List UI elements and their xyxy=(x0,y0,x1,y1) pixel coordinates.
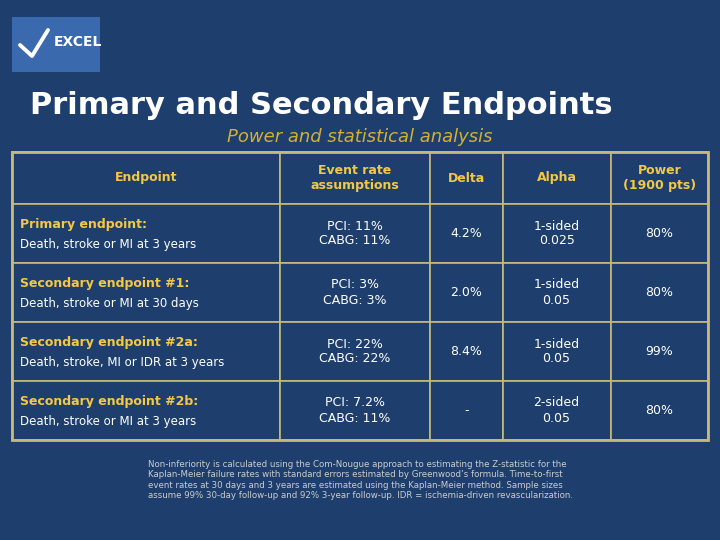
Bar xyxy=(12,204,280,263)
Bar xyxy=(503,322,611,381)
Bar xyxy=(503,152,611,204)
Text: 99%: 99% xyxy=(645,345,673,358)
Bar xyxy=(12,152,280,204)
Text: 80%: 80% xyxy=(645,286,673,299)
Bar xyxy=(12,381,280,440)
Bar xyxy=(280,322,430,381)
Bar xyxy=(430,381,503,440)
Text: Event rate
assumptions: Event rate assumptions xyxy=(310,164,399,192)
Bar xyxy=(280,152,430,204)
Bar xyxy=(503,381,611,440)
Text: Power
(1900 pts): Power (1900 pts) xyxy=(623,164,696,192)
Text: 8.4%: 8.4% xyxy=(450,345,482,358)
Text: 4.2%: 4.2% xyxy=(450,227,482,240)
Text: Primary endpoint:: Primary endpoint: xyxy=(20,218,147,231)
Text: PCI: 22%
CABG: 22%: PCI: 22% CABG: 22% xyxy=(319,338,390,366)
Text: 80%: 80% xyxy=(645,227,673,240)
Bar xyxy=(430,152,503,204)
FancyBboxPatch shape xyxy=(12,17,100,72)
Bar xyxy=(503,204,611,263)
Text: Death, stroke, MI or IDR at 3 years: Death, stroke, MI or IDR at 3 years xyxy=(20,356,225,369)
Text: 1-sided
0.05: 1-sided 0.05 xyxy=(534,279,580,307)
Bar xyxy=(430,263,503,322)
Bar xyxy=(12,263,280,322)
Bar xyxy=(430,204,503,263)
Bar xyxy=(280,381,430,440)
Text: Non-inferiority is calculated using the Com-Nougue approach to estimating the Z-: Non-inferiority is calculated using the … xyxy=(148,460,572,500)
Text: Death, stroke or MI at 3 years: Death, stroke or MI at 3 years xyxy=(20,415,197,428)
Text: Death, stroke or MI at 3 years: Death, stroke or MI at 3 years xyxy=(20,238,197,251)
Text: PCI: 11%
CABG: 11%: PCI: 11% CABG: 11% xyxy=(319,219,390,247)
Text: Delta: Delta xyxy=(448,172,485,185)
Text: Primary and Secondary Endpoints: Primary and Secondary Endpoints xyxy=(30,91,613,119)
Bar xyxy=(280,263,430,322)
Text: -: - xyxy=(464,404,469,417)
Bar xyxy=(611,263,708,322)
Bar xyxy=(280,204,430,263)
Bar xyxy=(430,322,503,381)
Text: Secondary endpoint #2a:: Secondary endpoint #2a: xyxy=(20,336,198,349)
Text: 2.0%: 2.0% xyxy=(450,286,482,299)
Bar xyxy=(12,322,280,381)
Text: PCI: 3%
CABG: 3%: PCI: 3% CABG: 3% xyxy=(323,279,387,307)
Text: 2-sided
0.05: 2-sided 0.05 xyxy=(534,396,580,424)
Text: EXCEL: EXCEL xyxy=(54,35,102,49)
Bar xyxy=(611,381,708,440)
Text: 1-sided
0.05: 1-sided 0.05 xyxy=(534,338,580,366)
Bar xyxy=(611,322,708,381)
Bar xyxy=(611,152,708,204)
Text: Secondary endpoint #1:: Secondary endpoint #1: xyxy=(20,277,189,290)
Text: PCI: 7.2%
CABG: 11%: PCI: 7.2% CABG: 11% xyxy=(319,396,390,424)
Text: Alpha: Alpha xyxy=(536,172,577,185)
Text: Secondary endpoint #2b:: Secondary endpoint #2b: xyxy=(20,395,198,408)
Text: Endpoint: Endpoint xyxy=(114,172,177,185)
Bar xyxy=(12,152,708,440)
Text: 1-sided
0.025: 1-sided 0.025 xyxy=(534,219,580,247)
Bar xyxy=(503,263,611,322)
Text: Death, stroke or MI at 30 days: Death, stroke or MI at 30 days xyxy=(20,296,199,309)
Text: Power and statistical analysis: Power and statistical analysis xyxy=(228,128,492,146)
Bar xyxy=(611,204,708,263)
Text: 80%: 80% xyxy=(645,404,673,417)
